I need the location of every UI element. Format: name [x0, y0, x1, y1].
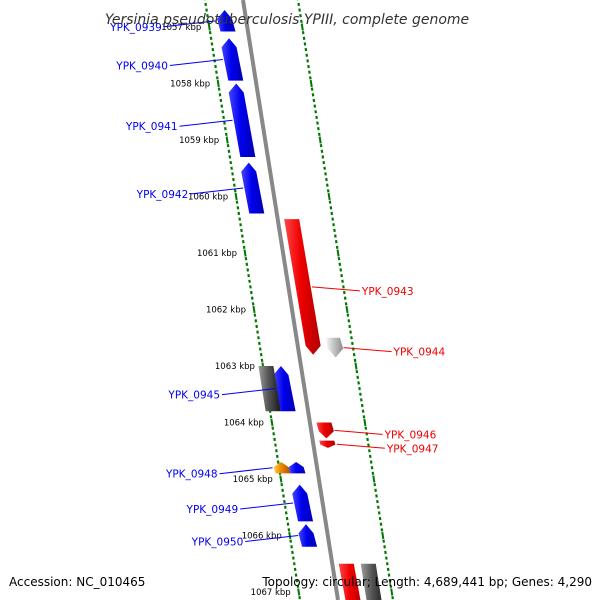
gene-0939-label[interactable]: YPK_0939: [109, 22, 162, 34]
gene-0949-feature[interactable]: [292, 484, 314, 522]
scale-tick-mark: [288, 531, 292, 540]
gene-0943-label[interactable]: YPK_0943: [361, 286, 414, 298]
gene-0946-label[interactable]: YPK_0946: [384, 429, 437, 441]
accession-label: Accession: NC_010465: [9, 575, 145, 589]
scale-tick-label: 1058 kbp: [170, 80, 210, 90]
scale-tick-mark: [270, 418, 274, 427]
gene-0939-feature[interactable]: [217, 10, 236, 32]
scale-tick-label: 1063 kbp: [215, 362, 255, 372]
scale-tick-label: 1057 kbp: [161, 23, 201, 33]
gene-0948-feature[interactable]: [273, 462, 291, 474]
scale-tick-mark: [279, 475, 283, 483]
gene-0947-leader-line: [336, 443, 385, 449]
gene-0946-feature[interactable]: [316, 422, 334, 439]
gene-0943-feature[interactable]: [284, 219, 321, 355]
gene-0939-leader-line: [163, 20, 217, 28]
genome-summary: Topology: circular; Length: 4,689,441 bp…: [261, 575, 592, 589]
scale-tick-mark: [390, 588, 394, 596]
scale-tick-mark: [297, 588, 301, 596]
gene-0942-leader-line: [190, 187, 244, 195]
gene-0943-leader-line: [311, 286, 360, 292]
scale-tick-mark: [363, 418, 367, 427]
scale-tick-label: 1062 kbp: [206, 306, 246, 316]
gene-0947-label[interactable]: YPK_0947: [386, 443, 439, 455]
gene-0949-leader-line: [240, 502, 294, 510]
gene-0948-label[interactable]: YPK_0948: [165, 469, 218, 481]
gene-0948b-feature[interactable]: [288, 462, 306, 474]
scale-tick-mark: [309, 79, 313, 88]
gene-0951-feature[interactable]: [338, 563, 364, 600]
gene-0945-leader-line: [221, 388, 276, 396]
feature-layer: [217, 10, 386, 600]
gene-0951-grey-feature[interactable]: [360, 563, 386, 600]
gene-0944-leader-line: [343, 347, 392, 353]
gene-0940-feature[interactable]: [221, 38, 244, 81]
gene-0950-label[interactable]: YPK_0950: [191, 537, 244, 549]
scale-tick-mark: [354, 362, 358, 370]
scale-tick-label: 1060 kbp: [188, 193, 228, 203]
scale-tick-label: 1061 kbp: [197, 249, 237, 259]
genome-backbone: [241, 0, 340, 600]
gene-0945-feature[interactable]: [273, 366, 296, 412]
scale-tick-mark: [345, 305, 349, 314]
gene-0947-feature[interactable]: [319, 440, 336, 448]
scale-tick-mark: [234, 192, 238, 201]
gene-0950-leader-line: [245, 535, 299, 542]
scale-tick-mark: [336, 249, 340, 257]
gene-0944-feature[interactable]: [324, 337, 344, 358]
gene-0946-leader-line: [334, 429, 383, 435]
scale-tick-mark: [381, 531, 385, 540]
gene-0942-feature[interactable]: [241, 162, 265, 214]
scale-tick-mark: [372, 475, 376, 483]
gene-0940-label[interactable]: YPK_0940: [115, 60, 168, 72]
gene-0942-label[interactable]: YPK_0942: [136, 189, 189, 201]
scale-tick-mark: [216, 79, 220, 88]
gene-0945-label[interactable]: YPK_0945: [167, 390, 220, 402]
gene-0949-label[interactable]: YPK_0949: [186, 504, 239, 516]
gene-0944-label[interactable]: YPK_0944: [393, 347, 446, 359]
scale-tick-mark: [327, 192, 331, 201]
scale-tick-label: 1065 kbp: [233, 475, 273, 485]
scale-tick-mark: [243, 249, 247, 257]
scale-tick-mark: [252, 305, 256, 314]
gene-0940-leader-line: [169, 58, 223, 66]
scale-tick-mark: [318, 136, 322, 144]
gene-0948-leader-line: [219, 467, 273, 475]
gene-0950-feature[interactable]: [298, 524, 318, 547]
scale-tick-mark: [225, 136, 229, 144]
scale-tick-label: 1067 kbp: [251, 588, 291, 598]
gene-0941-feature[interactable]: [228, 83, 256, 157]
scale-tick-label: 1066 kbp: [242, 532, 282, 542]
scale-tick-mark: [300, 23, 304, 31]
map-title: Yersinia pseudotuberculosis YPIII, compl…: [105, 12, 469, 28]
scale-tick-label: 1059 kbp: [179, 136, 219, 146]
scale-tick-label: 1064 kbp: [224, 419, 264, 429]
label-layer: 1057 kbp 1058 kbp 1059 kbp 1060 kbp 1061 kbp…: [109, 20, 446, 598]
gene-0941-leader-line: [179, 119, 233, 127]
scale-tick-mark: [207, 23, 211, 31]
gene-0941-label[interactable]: YPK_0941: [125, 121, 178, 133]
gene-0945-grey-feature[interactable]: [258, 366, 281, 412]
